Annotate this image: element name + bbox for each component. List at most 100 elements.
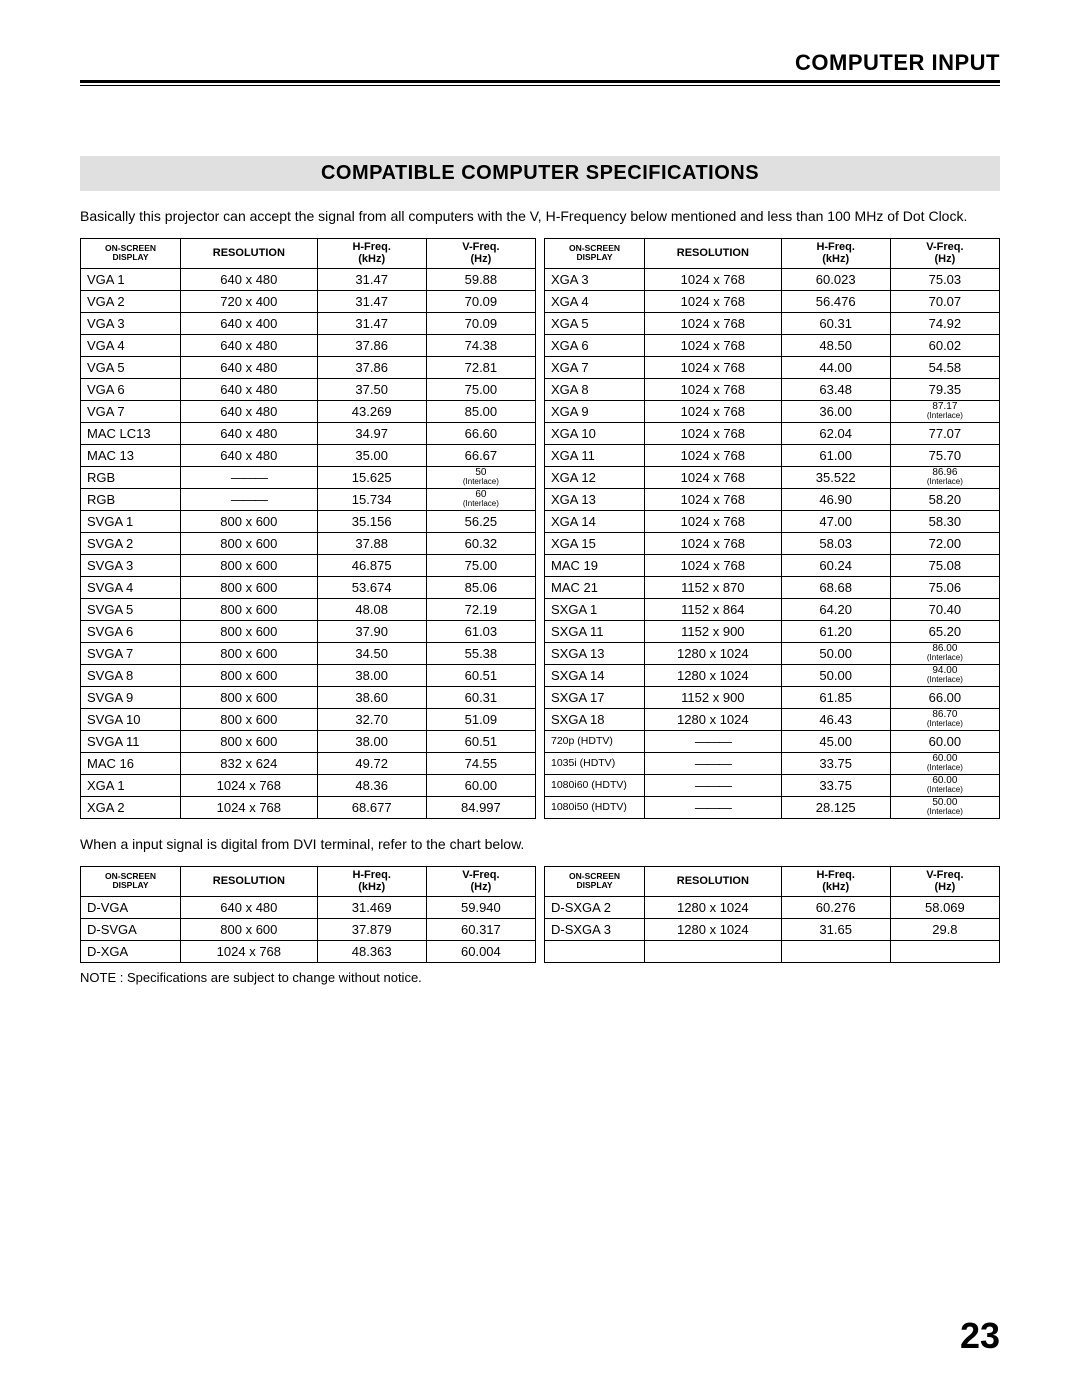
display-cell: 720p (HDTV) [545,730,645,752]
vfreq-cell: 60.317 [426,918,535,940]
resolution-cell: 1024 x 768 [645,356,782,378]
col-onscreen: ON-SCREENDISPLAY [545,866,645,896]
resolution-cell: 1024 x 768 [645,334,782,356]
table-row: MAC 191024 x 76860.2475.08 [545,554,1000,576]
resolution-cell: 640 x 480 [181,422,318,444]
display-cell: SVGA 1 [81,510,181,532]
vfreq-cell: 59.88 [426,268,535,290]
resolution-cell: 1152 x 900 [645,620,782,642]
vfreq-cell: 84.997 [426,796,535,818]
intro-text: Basically this projector can accept the … [80,207,1000,226]
vfreq-cell: 70.09 [426,290,535,312]
resolution-cell: 1152 x 864 [645,598,782,620]
hfreq-cell: 45.00 [781,730,890,752]
col-vfreq: V-Freq.(Hz) [890,238,999,268]
hfreq-cell: 48.08 [317,598,426,620]
resolution-cell: 800 x 600 [181,510,318,532]
spec-table-left: ON-SCREENDISPLAY RESOLUTION H-Freq.(kHz)… [80,238,536,819]
display-cell: SVGA 11 [81,730,181,752]
hfreq-cell: 61.85 [781,686,890,708]
resolution-cell: 1280 x 1024 [645,918,782,940]
table-row: XGA 121024 x 76835.52286.96(Interlace) [545,466,1000,488]
resolution-cell: 1024 x 768 [645,312,782,334]
table-row: D-SXGA 31280 x 102431.6529.8 [545,918,1000,940]
vfreq-cell: 72.19 [426,598,535,620]
vfreq-cell: 86.00(Interlace) [890,642,999,664]
resolution-cell: 800 x 600 [181,620,318,642]
display-cell: XGA 15 [545,532,645,554]
vfreq-cell: 58.20 [890,488,999,510]
hfreq-cell: 44.00 [781,356,890,378]
vfreq-cell: 29.8 [890,918,999,940]
table-row: VGA 4640 x 48037.8674.38 [81,334,536,356]
vfreq-cell: 86.96(Interlace) [890,466,999,488]
resolution-cell: 800 x 600 [181,708,318,730]
vfreq-cell: 60.00(Interlace) [890,752,999,774]
hfreq-cell: 47.00 [781,510,890,532]
vfreq-cell: 72.00 [890,532,999,554]
hfreq-cell: 62.04 [781,422,890,444]
resolution-cell: 1152 x 900 [645,686,782,708]
dvi-spec-tables: ON-SCREENDISPLAY RESOLUTION H-Freq.(kHz)… [80,866,1000,963]
display-cell: SVGA 4 [81,576,181,598]
resolution-cell: ——— [645,774,782,796]
display-cell: VGA 1 [81,268,181,290]
display-cell: SVGA 9 [81,686,181,708]
table-row: XGA 91024 x 76836.0087.17(Interlace) [545,400,1000,422]
display-cell: D-XGA [81,940,181,962]
hfreq-cell: 33.75 [781,774,890,796]
hfreq-cell: 37.879 [317,918,426,940]
vfreq-cell: 75.00 [426,378,535,400]
resolution-cell: 1280 x 1024 [645,642,782,664]
vfreq-cell: 51.09 [426,708,535,730]
vfreq-cell: 75.00 [426,554,535,576]
hfreq-cell: 61.00 [781,444,890,466]
table-row: XGA 31024 x 76860.02375.03 [545,268,1000,290]
display-cell: SVGA 5 [81,598,181,620]
hfreq-cell: 37.86 [317,334,426,356]
header-rule [80,85,1000,86]
empty-cell [545,940,645,962]
vfreq-cell: 70.09 [426,312,535,334]
table-row: D-SVGA800 x 60037.87960.317 [81,918,536,940]
hfreq-cell: 37.88 [317,532,426,554]
col-vfreq: V-Freq.(Hz) [426,866,535,896]
display-cell: XGA 9 [545,400,645,422]
hfreq-cell: 68.677 [317,796,426,818]
resolution-cell: 1280 x 1024 [645,896,782,918]
col-hfreq: H-Freq.(kHz) [781,238,890,268]
dvi-table-right: ON-SCREENDISPLAY RESOLUTION H-Freq.(kHz)… [544,866,1000,963]
hfreq-cell: 49.72 [317,752,426,774]
resolution-cell: 800 x 600 [181,730,318,752]
hfreq-cell: 46.875 [317,554,426,576]
display-cell: SVGA 3 [81,554,181,576]
display-cell: SXGA 18 [545,708,645,730]
resolution-cell: 832 x 624 [181,752,318,774]
hfreq-cell: 34.97 [317,422,426,444]
resolution-cell: 640 x 480 [181,334,318,356]
display-cell: RGB [81,488,181,510]
table-row: D-SXGA 21280 x 102460.27658.069 [545,896,1000,918]
dvi-table-left: ON-SCREENDISPLAY RESOLUTION H-Freq.(kHz)… [80,866,536,963]
hfreq-cell: 68.68 [781,576,890,598]
display-cell: D-VGA [81,896,181,918]
hfreq-cell: 31.47 [317,290,426,312]
table-row: SVGA 11800 x 60038.0060.51 [81,730,536,752]
display-cell: XGA 8 [545,378,645,400]
hfreq-cell: 60.31 [781,312,890,334]
hfreq-cell: 50.00 [781,642,890,664]
table-row: SXGA 181280 x 102446.4386.70(Interlace) [545,708,1000,730]
hfreq-cell: 36.00 [781,400,890,422]
vfreq-cell: 65.20 [890,620,999,642]
vfreq-cell: 60.02 [890,334,999,356]
display-cell: XGA 10 [545,422,645,444]
vfreq-cell: 66.67 [426,444,535,466]
hfreq-cell: 31.47 [317,312,426,334]
vfreq-cell: 66.60 [426,422,535,444]
resolution-cell: ——— [181,466,318,488]
resolution-cell: 1024 x 768 [645,290,782,312]
note-text: NOTE : Specifications are subject to cha… [80,969,1000,987]
table-row: MAC 16832 x 62449.7274.55 [81,752,536,774]
display-cell: SVGA 8 [81,664,181,686]
vfreq-cell: 75.08 [890,554,999,576]
